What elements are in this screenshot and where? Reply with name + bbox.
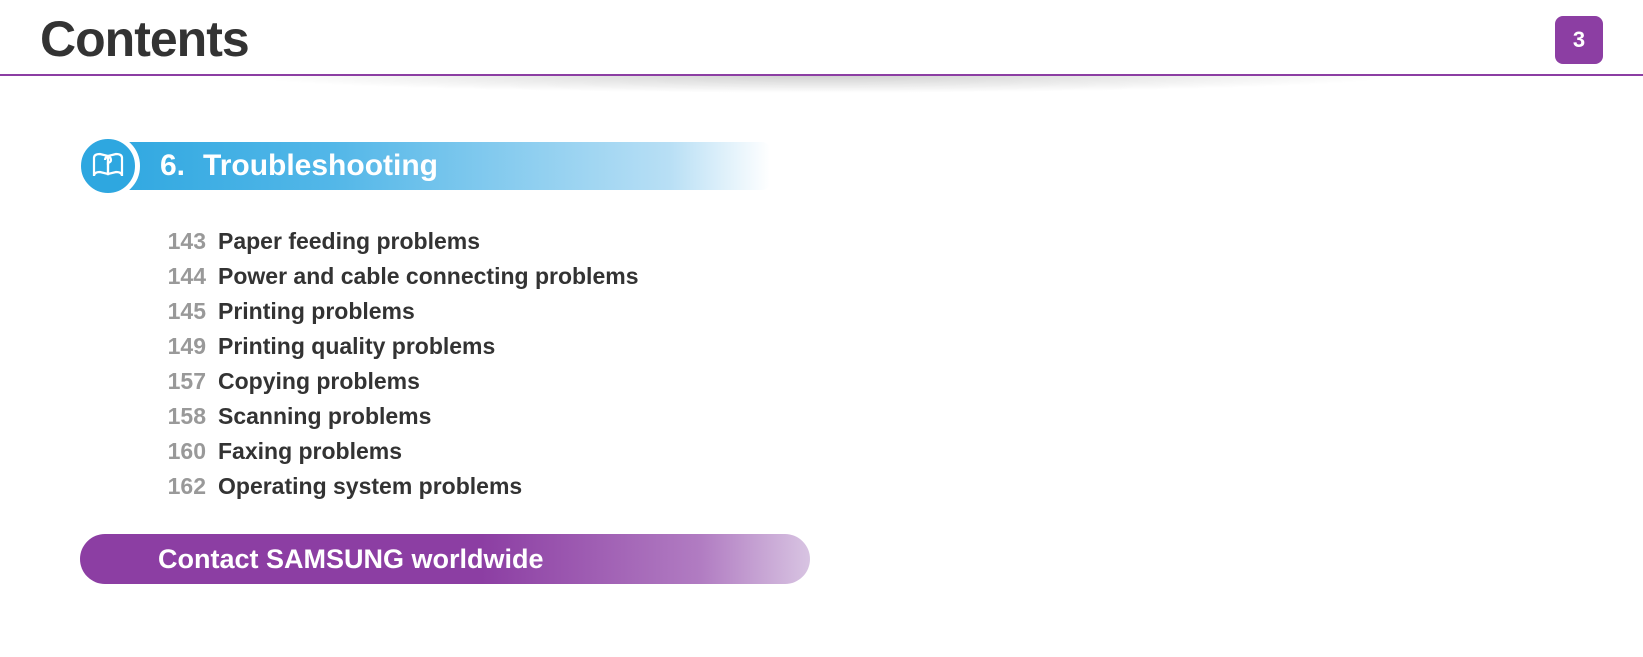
- toc-entry-label: Power and cable connecting problems: [218, 263, 638, 290]
- toc-list: 143 Paper feeding problems 144 Power and…: [160, 228, 1603, 500]
- toc-entry[interactable]: 143 Paper feeding problems: [160, 228, 1603, 255]
- toc-page-number: 143: [160, 228, 206, 255]
- header-row: Contents 3: [0, 0, 1643, 68]
- toc-entry[interactable]: 149 Printing quality problems: [160, 333, 1603, 360]
- contact-label: Contact SAMSUNG worldwide: [158, 544, 544, 575]
- toc-entry[interactable]: 160 Faxing problems: [160, 438, 1603, 465]
- toc-entry[interactable]: 162 Operating system problems: [160, 473, 1603, 500]
- toc-entry-label: Printing quality problems: [218, 333, 495, 360]
- toc-page-number: 160: [160, 438, 206, 465]
- toc-entry-label: Copying problems: [218, 368, 420, 395]
- contact-gradient-banner: Contact SAMSUNG worldwide: [80, 534, 810, 584]
- toc-page-number: 144: [160, 263, 206, 290]
- toc-page-number: 162: [160, 473, 206, 500]
- toc-entry-label: Faxing problems: [218, 438, 402, 465]
- divider-shadow: [0, 76, 1643, 100]
- chapter-heading-bar: 6. Troubleshooting: [40, 134, 770, 198]
- help-book-icon: [76, 134, 140, 198]
- content-area: 6. Troubleshooting 143 Paper feeding pro…: [0, 100, 1643, 584]
- toc-entry-label: Printing problems: [218, 298, 415, 325]
- toc-page-number: 158: [160, 403, 206, 430]
- page-number-badge: 3: [1555, 16, 1603, 64]
- toc-entry-label: Scanning problems: [218, 403, 431, 430]
- toc-entry[interactable]: 145 Printing problems: [160, 298, 1603, 325]
- toc-entry[interactable]: 157 Copying problems: [160, 368, 1603, 395]
- chapter-title: Troubleshooting: [203, 149, 438, 183]
- chapter-gradient-banner: 6. Troubleshooting: [100, 142, 770, 190]
- toc-entry-label: Paper feeding problems: [218, 228, 480, 255]
- page-title: Contents: [40, 10, 249, 68]
- toc-entry-label: Operating system problems: [218, 473, 522, 500]
- toc-page-number: 157: [160, 368, 206, 395]
- toc-page-number: 149: [160, 333, 206, 360]
- toc-page-number: 145: [160, 298, 206, 325]
- toc-entry[interactable]: 144 Power and cable connecting problems: [160, 263, 1603, 290]
- header-divider: [0, 74, 1643, 100]
- chapter-number: 6.: [160, 149, 185, 183]
- contact-heading-bar[interactable]: Contact SAMSUNG worldwide: [80, 534, 810, 584]
- toc-entry[interactable]: 158 Scanning problems: [160, 403, 1603, 430]
